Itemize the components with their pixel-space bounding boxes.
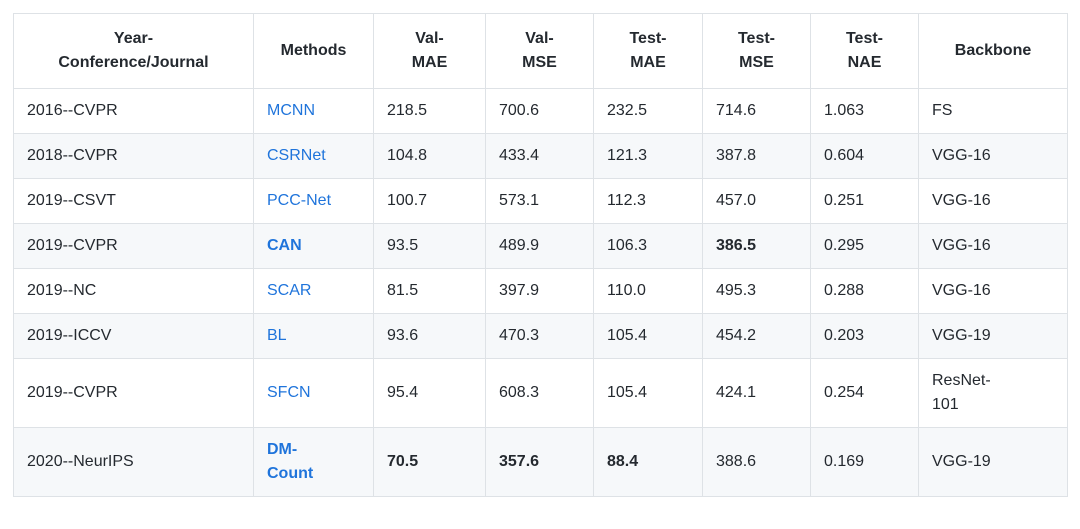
method-link[interactable]: SFCN <box>267 384 311 401</box>
cell-val-mae: 93.5 <box>373 223 486 269</box>
table-row: 2019--NC SCAR 81.5 397.9 110.0 495.3 0.288 VGG-… <box>13 268 1068 314</box>
header-cell-val-mae: Val- MAE <box>373 13 486 89</box>
cell-test-nae: 0.251 <box>810 178 919 224</box>
cell-val-mae: 95.4 <box>373 358 486 428</box>
cell-backbone: VGG-16 <box>918 223 1068 269</box>
cell-test-mae: 105.4 <box>593 313 703 359</box>
method-link[interactable]: BL <box>267 327 287 344</box>
cell-year-conference-journal: 2018--CVPR <box>13 133 254 179</box>
cell-val-mse: 608.3 <box>485 358 594 428</box>
cell-test-mae: 112.3 <box>593 178 703 224</box>
cell-val-mse: 397.9 <box>485 268 594 314</box>
header-cell-val-mse: Val- MSE <box>485 13 594 89</box>
cell-test-mae: 105.4 <box>593 358 703 428</box>
method-link[interactable]: CAN <box>267 237 302 254</box>
cell-val-mae: 218.5 <box>373 88 486 134</box>
cell-val-mae: 81.5 <box>373 268 486 314</box>
method-link[interactable]: MCNN <box>267 102 315 119</box>
cell-test-mae: 88.4 <box>593 427 703 497</box>
cell-val-mse: 470.3 <box>485 313 594 359</box>
cell-test-mse: 714.6 <box>702 88 811 134</box>
table-row: 2019--CVPR CAN 93.5 489.9 106.3 386.5 0.295 VGG… <box>13 223 1068 269</box>
header-cell-year-conference-journal: Year- Conference/Journal <box>13 13 254 89</box>
table-row: 2018--CVPR CSRNet 104.8 433.4 121.3 387.8 0.60… <box>13 133 1068 179</box>
cell-year-conference-journal: 2019--ICCV <box>13 313 254 359</box>
table-body: 2016--CVPR MCNN 218.5 700.6 232.5 714.6 1.063 F… <box>13 88 1068 497</box>
cell-year-conference-journal: 2019--NC <box>13 268 254 314</box>
cell-test-mse: 387.8 <box>702 133 811 179</box>
cell-year-conference-journal: 2016--CVPR <box>13 88 254 134</box>
table-row: 2019--ICCV BL 93.6 470.3 105.4 454.2 0.203 VGG-… <box>13 313 1068 359</box>
method-link[interactable]: PCC-Net <box>267 192 332 209</box>
cell-test-mse: 388.6 <box>702 427 811 497</box>
cell-backbone: FS <box>918 88 1068 134</box>
cell-methods: SFCN <box>253 358 374 428</box>
cell-test-mae: 110.0 <box>593 268 703 314</box>
cell-test-mse: 457.0 <box>702 178 811 224</box>
table-row: 2020--NeurIPS DM- Count 70.5 357.6 88.4 388.6… <box>13 427 1068 497</box>
header-cell-test-nae: Test- NAE <box>810 13 919 89</box>
cell-methods: CAN <box>253 223 374 269</box>
cell-val-mae: 93.6 <box>373 313 486 359</box>
cell-test-nae: 0.254 <box>810 358 919 428</box>
cell-test-mae: 121.3 <box>593 133 703 179</box>
cell-methods: SCAR <box>253 268 374 314</box>
header-cell-test-mse: Test- MSE <box>702 13 811 89</box>
cell-backbone: VGG-16 <box>918 133 1068 179</box>
cell-val-mse: 489.9 <box>485 223 594 269</box>
results-table-container: Year- Conference/Journal Methods Val- MAE V… <box>13 13 1068 497</box>
cell-test-mse: 454.2 <box>702 313 811 359</box>
table-row: 2019--CVPR SFCN 95.4 608.3 105.4 424.1 0.254 Re… <box>13 358 1068 428</box>
cell-test-nae: 0.169 <box>810 427 919 497</box>
table-header: Year- Conference/Journal Methods Val- MAE V… <box>13 13 1068 89</box>
header-cell-test-mae: Test- MAE <box>593 13 703 89</box>
cell-val-mae: 70.5 <box>373 427 486 497</box>
cell-val-mse: 700.6 <box>485 88 594 134</box>
cell-methods: BL <box>253 313 374 359</box>
method-link[interactable]: DM- Count <box>267 441 314 482</box>
cell-methods: DM- Count <box>253 427 374 497</box>
cell-test-nae: 0.203 <box>810 313 919 359</box>
cell-year-conference-journal: 2020--NeurIPS <box>13 427 254 497</box>
cell-test-mae: 232.5 <box>593 88 703 134</box>
cell-val-mse: 573.1 <box>485 178 594 224</box>
cell-test-nae: 0.604 <box>810 133 919 179</box>
cell-val-mse: 357.6 <box>485 427 594 497</box>
benchmark-results-table: Year- Conference/Journal Methods Val- MAE V… <box>13 13 1068 497</box>
cell-test-nae: 1.063 <box>810 88 919 134</box>
cell-test-mse: 386.5 <box>702 223 811 269</box>
cell-methods: PCC-Net <box>253 178 374 224</box>
table-row: 2019--CSVT PCC-Net 100.7 573.1 112.3 457.0 0.2… <box>13 178 1068 224</box>
cell-backbone: VGG-16 <box>918 268 1068 314</box>
cell-test-nae: 0.288 <box>810 268 919 314</box>
table-row: 2016--CVPR MCNN 218.5 700.6 232.5 714.6 1.063 F… <box>13 88 1068 134</box>
cell-year-conference-journal: 2019--CSVT <box>13 178 254 224</box>
header-cell-backbone: Backbone <box>918 13 1068 89</box>
cell-methods: MCNN <box>253 88 374 134</box>
header-cell-methods: Methods <box>253 13 374 89</box>
cell-year-conference-journal: 2019--CVPR <box>13 223 254 269</box>
cell-backbone: VGG-16 <box>918 178 1068 224</box>
cell-backbone: VGG-19 <box>918 313 1068 359</box>
cell-test-mse: 495.3 <box>702 268 811 314</box>
cell-methods: CSRNet <box>253 133 374 179</box>
cell-test-nae: 0.295 <box>810 223 919 269</box>
cell-val-mse: 433.4 <box>485 133 594 179</box>
table-header-row: Year- Conference/Journal Methods Val- MAE V… <box>13 13 1068 89</box>
cell-backbone: VGG-19 <box>918 427 1068 497</box>
cell-test-mae: 106.3 <box>593 223 703 269</box>
cell-year-conference-journal: 2019--CVPR <box>13 358 254 428</box>
method-link[interactable]: SCAR <box>267 282 312 299</box>
method-link[interactable]: CSRNet <box>267 147 326 164</box>
cell-val-mae: 100.7 <box>373 178 486 224</box>
cell-test-mse: 424.1 <box>702 358 811 428</box>
cell-backbone: ResNet- 101 <box>918 358 1068 428</box>
cell-val-mae: 104.8 <box>373 133 486 179</box>
